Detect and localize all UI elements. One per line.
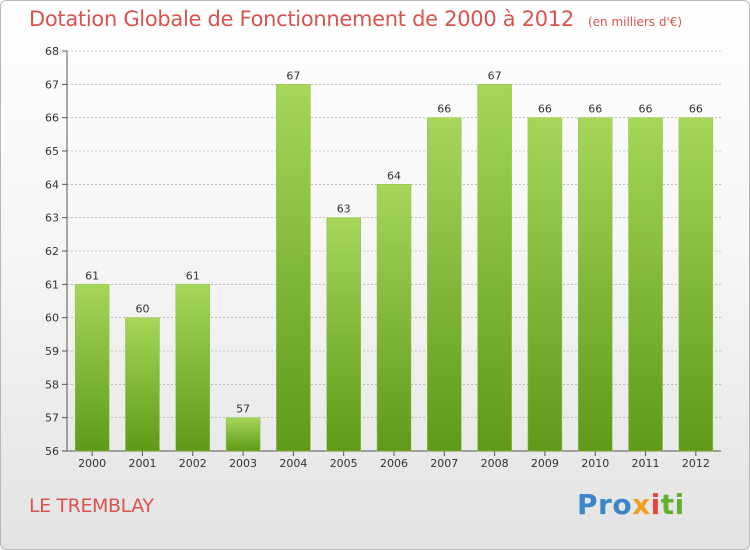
bars xyxy=(74,84,714,452)
commune-name: LE TREMBLAY xyxy=(29,495,154,517)
y-tick-label: 65 xyxy=(45,145,59,158)
chart-title: Dotation Globale de Fonctionnement de 20… xyxy=(29,7,682,31)
value-label: 61 xyxy=(186,269,200,282)
x-tick-label: 2000 xyxy=(78,457,106,470)
value-label: 67 xyxy=(286,69,300,82)
x-tick-label: 2004 xyxy=(279,457,307,470)
x-tick-label: 2009 xyxy=(531,457,559,470)
bar-2007 xyxy=(427,117,462,452)
y-tick-label: 61 xyxy=(45,278,59,291)
y-tick-label: 67 xyxy=(45,78,59,91)
x-tick-label: 2008 xyxy=(481,457,509,470)
bar-2011 xyxy=(628,117,663,452)
bar-2012 xyxy=(678,117,714,452)
value-label: 66 xyxy=(538,103,552,116)
proxiti-logo: Proxiti xyxy=(577,488,685,521)
bar-2009 xyxy=(527,117,563,452)
y-tick-label: 57 xyxy=(45,412,59,425)
y-tick-label: 62 xyxy=(45,245,59,258)
bar-2008 xyxy=(477,84,512,452)
value-label: 64 xyxy=(387,169,401,182)
value-label: 67 xyxy=(488,69,502,82)
y-tick-label: 68 xyxy=(45,45,59,58)
y-tick-label: 66 xyxy=(45,112,59,125)
logo-part-4: ti xyxy=(660,488,685,521)
y-tick-label: 58 xyxy=(45,378,59,391)
bar-2006 xyxy=(376,184,412,452)
x-tick-label: 2010 xyxy=(581,457,609,470)
bar-2004 xyxy=(276,84,311,452)
x-tick-label: 2012 xyxy=(682,457,710,470)
value-label: 66 xyxy=(639,103,653,116)
value-label: 60 xyxy=(135,303,149,316)
y-tick-label: 64 xyxy=(45,178,59,191)
bar-2001 xyxy=(125,317,160,452)
value-label: 57 xyxy=(236,403,250,416)
chart-title-text: Dotation Globale de Fonctionnement de 20… xyxy=(29,7,574,31)
value-label: 66 xyxy=(437,103,451,116)
value-label: 66 xyxy=(588,103,602,116)
y-tick-label: 59 xyxy=(45,345,59,358)
value-label: 66 xyxy=(689,103,703,116)
bar-2005 xyxy=(326,217,361,452)
x-tick-label: 2006 xyxy=(380,457,408,470)
bar-2010 xyxy=(577,117,613,452)
value-label: 63 xyxy=(337,203,351,216)
x-tick-label: 2003 xyxy=(229,457,257,470)
y-tick-label: 60 xyxy=(45,312,59,325)
value-label: 61 xyxy=(85,269,99,282)
x-tick-label: 2007 xyxy=(430,457,458,470)
bar-2003 xyxy=(225,417,261,452)
x-tick-label: 2002 xyxy=(179,457,207,470)
data-labels: 61 60 61 57 67 63 64 66 67 66 66 66 66 xyxy=(85,69,703,415)
y-tick-label: 56 xyxy=(45,445,59,458)
x-tick-label: 2005 xyxy=(330,457,358,470)
logo-part-3: i xyxy=(650,488,661,521)
y-tick-label: 63 xyxy=(45,212,59,225)
bar-2000 xyxy=(74,284,110,452)
x-tick-label: 2011 xyxy=(632,457,660,470)
logo-part-2: x xyxy=(632,488,651,521)
chart-units: (en milliers d'€) xyxy=(587,15,683,29)
bar-2002 xyxy=(175,284,211,452)
logo-part-1: Pro xyxy=(577,488,633,521)
x-tick-label: 2001 xyxy=(128,457,156,470)
